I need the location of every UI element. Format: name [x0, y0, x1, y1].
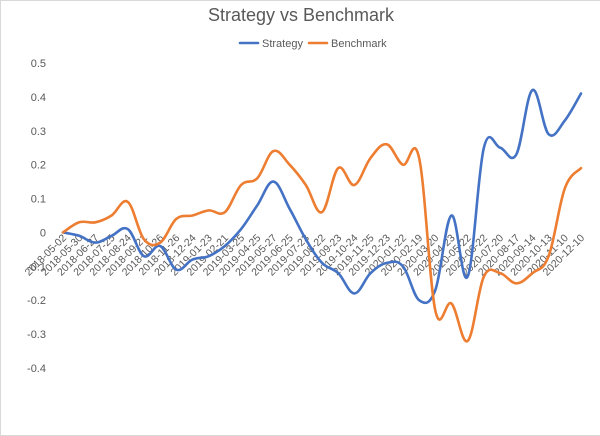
y-tick-label: -0.4 — [27, 363, 46, 375]
chart-title: Strategy vs Benchmark — [208, 5, 395, 25]
series-line-strategy — [61, 88, 583, 305]
y-tick-label: -0.1 — [27, 261, 46, 273]
y-tick-label: 0 — [40, 227, 46, 239]
y-tick-label: -0.2 — [27, 295, 46, 307]
plot-area — [61, 88, 583, 343]
y-tick-label: 0.4 — [31, 92, 46, 104]
y-tick-label: 0.5 — [31, 58, 46, 70]
legend: Strategy Benchmark — [238, 38, 387, 50]
y-tick-label: 0.1 — [31, 194, 46, 206]
legend-label-benchmark: Benchmark — [331, 38, 387, 50]
series-line-benchmark — [61, 142, 583, 343]
y-axis: -0.4 -0.3 -0.2 -0.1 0 0.1 0.2 0.3 0.4 0.5 — [27, 58, 46, 375]
y-tick-label: 0.2 — [31, 160, 46, 172]
y-tick-label: -0.3 — [27, 329, 46, 341]
legend-label-strategy: Strategy — [262, 38, 303, 50]
y-tick-label: 0.3 — [31, 126, 46, 138]
